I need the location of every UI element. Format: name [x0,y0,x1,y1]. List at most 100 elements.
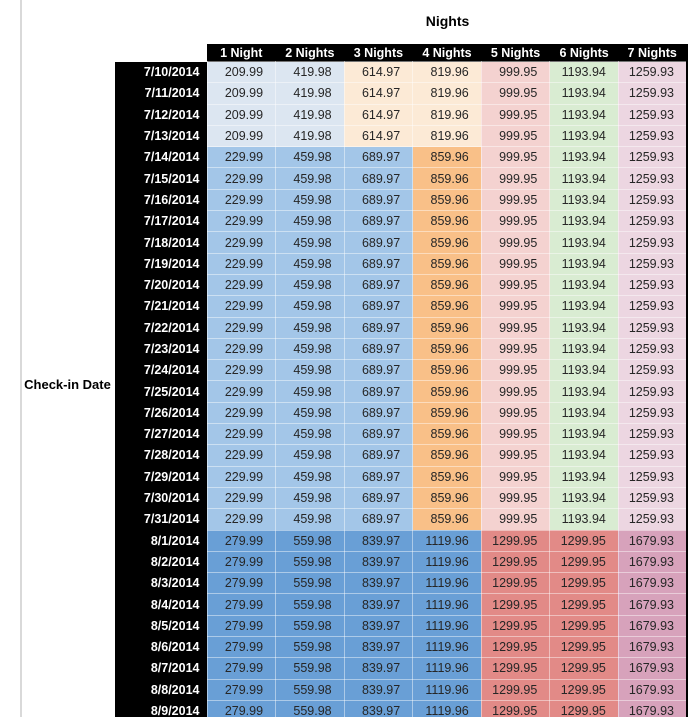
price-cell: 999.95 [480,210,551,233]
price-cell: 859.96 [412,167,482,190]
price-cell: 1259.93 [617,103,688,126]
price-cell: 1299.95 [549,678,619,701]
price-cell: 459.98 [275,486,345,510]
price-cell: 1119.96 [412,593,482,616]
row-date-label: 7/11/2014 [115,82,207,105]
price-cell: 839.97 [343,678,414,701]
table-row: 7/20/2014 229.99 459.98 689.97 859.96 999.95 1… [115,273,688,297]
row-date-label: 8/7/2014 [115,657,207,680]
price-cell: 1259.93 [617,316,688,339]
price-cell: 614.97 [343,124,414,148]
price-cell: 999.95 [480,82,551,105]
price-cell: 999.95 [480,486,551,510]
price-cell: 1193.94 [549,60,619,84]
price-cell: 209.99 [206,82,277,105]
price-cell: 459.98 [275,380,345,403]
price-cell: 859.96 [412,337,482,361]
table-row: 7/10/2014 209.99 419.98 614.97 819.96 999.95 1… [115,60,688,84]
table-row: 7/19/2014 229.99 459.98 689.97 859.96 999.95 1… [115,252,688,275]
table-row: 7/12/2014 209.99 419.98 614.97 819.96 999.95 1… [115,103,688,126]
row-date-label: 8/1/2014 [115,530,207,552]
table-row: 7/30/2014 229.99 459.98 689.97 859.96 999.95 1… [115,486,688,510]
price-cell: 1193.94 [549,486,619,510]
price-cell: 999.95 [480,273,551,297]
price-cell: 1259.93 [617,188,688,212]
table-row: 8/8/2014 279.99 559.98 839.97 1119.96 1299.95… [115,678,688,701]
price-cell: 459.98 [275,423,345,446]
price-cell: 1299.95 [549,699,619,717]
column-header-3-nights: 3 Nights [344,44,413,62]
price-cell: 279.99 [206,614,277,638]
price-cell: 229.99 [206,231,277,254]
table-row: 8/9/2014 279.99 559.98 839.97 1119.96 1299.95… [115,699,688,717]
price-cell: 839.97 [343,550,414,574]
price-cell: 1193.94 [549,316,619,339]
pricing-table-body: 7/10/2014 209.99 419.98 614.97 819.96 999.95 1… [115,60,688,717]
table-row: 7/14/2014 229.99 459.98 689.97 859.96 999.95 1… [115,146,688,169]
price-cell: 1299.95 [480,572,551,595]
price-cell: 999.95 [480,401,551,425]
table-row: 7/31/2014 229.99 459.98 689.97 859.96 999.95 1… [115,508,688,531]
row-date-label: 7/29/2014 [115,466,207,488]
price-cell: 999.95 [480,124,551,148]
price-cell: 559.98 [275,636,345,659]
row-date-label: 7/25/2014 [115,380,207,403]
row-date-label: 8/2/2014 [115,551,207,573]
price-cell: 1259.93 [617,380,688,403]
row-date-label: 7/23/2014 [115,338,207,360]
row-date-label: 7/10/2014 [115,61,207,83]
price-cell: 229.99 [206,295,277,318]
price-cell: 279.99 [206,550,277,574]
price-cell: 859.96 [412,146,482,169]
price-cell: 1299.95 [549,657,619,680]
price-cell: 1193.94 [549,146,619,169]
price-cell: 689.97 [343,401,414,425]
price-cell: 689.97 [343,210,414,233]
price-cell: 229.99 [206,146,277,169]
table-row: 7/27/2014 229.99 459.98 689.97 859.96 999.95 1… [115,423,688,446]
price-cell: 1259.93 [617,231,688,254]
price-cell: 614.97 [343,60,414,84]
price-cell: 859.96 [412,401,482,425]
price-cell: 1119.96 [412,678,482,701]
corner-spacer-cell [115,44,207,62]
price-cell: 559.98 [275,572,345,595]
price-cell: 1119.96 [412,572,482,595]
price-cell: 999.95 [480,146,551,169]
price-cell: 859.96 [412,423,482,446]
price-cell: 229.99 [206,210,277,233]
price-cell: 559.98 [275,550,345,574]
row-date-label: 7/26/2014 [115,402,207,424]
header-row: 1 Night 2 Nights 3 Nights 4 Nights 5 Nights 6… [115,44,687,62]
table-row: 8/3/2014 279.99 559.98 839.97 1119.96 1299.95… [115,572,688,595]
price-cell: 819.96 [412,124,482,148]
price-cell: 229.99 [206,380,277,403]
price-cell: 839.97 [343,614,414,638]
price-cell: 1259.93 [617,486,688,510]
row-date-label: 8/6/2014 [115,636,207,658]
price-cell: 689.97 [343,423,414,446]
price-cell: 689.97 [343,508,414,531]
price-cell: 1193.94 [549,103,619,126]
price-cell: 999.95 [480,60,551,84]
row-date-label: 7/14/2014 [115,146,207,168]
price-cell: 1259.93 [617,252,688,275]
price-cell: 1193.94 [549,210,619,233]
price-cell: 229.99 [206,465,277,488]
row-date-label: 7/13/2014 [115,125,207,147]
price-cell: 689.97 [343,316,414,339]
price-cell: 1299.95 [549,593,619,616]
price-cell: 559.98 [275,657,345,680]
price-cell: 859.96 [412,295,482,318]
row-date-label: 8/8/2014 [115,679,207,701]
row-date-label: 7/31/2014 [115,508,207,531]
price-cell: 1259.93 [617,124,688,148]
table-row: 8/6/2014 279.99 559.98 839.97 1119.96 1299.95… [115,636,688,659]
price-cell: 229.99 [206,167,277,190]
row-date-label: 7/21/2014 [115,295,207,318]
price-cell: 819.96 [412,103,482,126]
row-date-label: 7/30/2014 [115,487,207,509]
price-cell: 1299.95 [480,636,551,659]
price-cell: 689.97 [343,486,414,510]
price-cell: 1299.95 [480,614,551,638]
